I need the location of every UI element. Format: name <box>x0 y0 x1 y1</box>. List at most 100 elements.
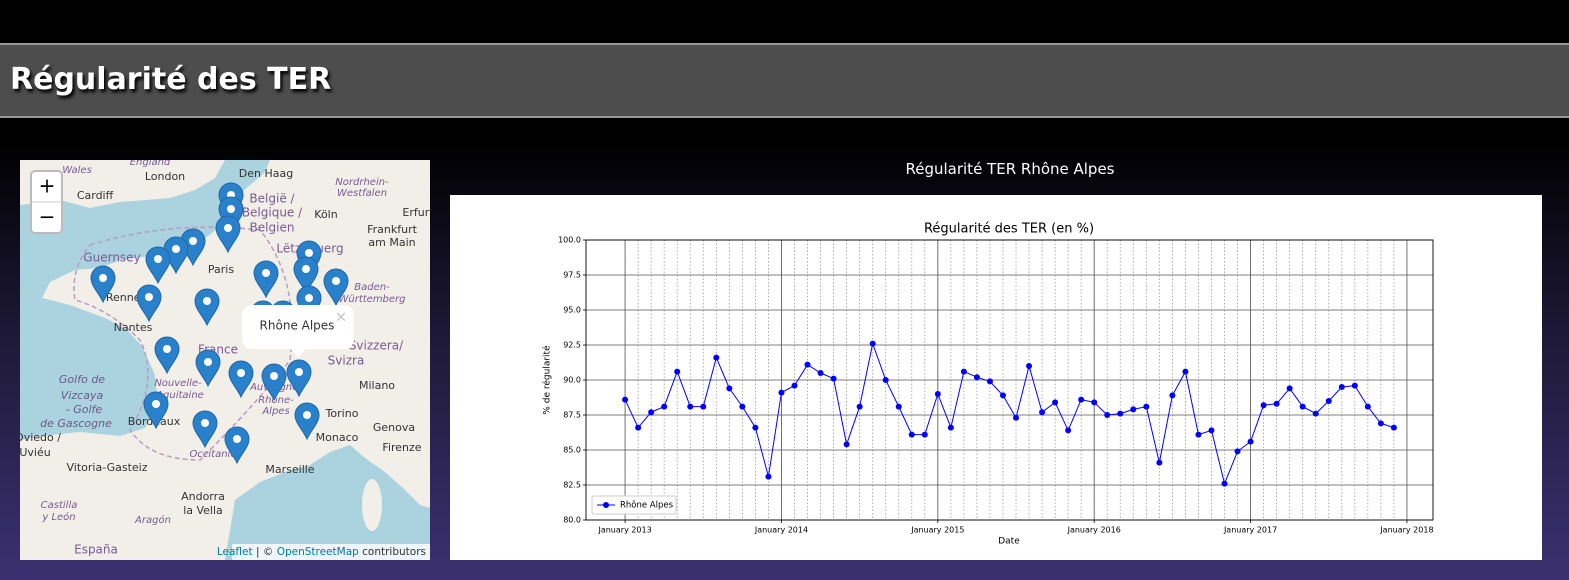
marker-dot[interactable] <box>145 293 153 301</box>
marker-dot[interactable] <box>227 205 235 213</box>
y-tick-label: 95.0 <box>563 306 581 315</box>
marker-dot[interactable] <box>237 369 245 377</box>
map-marker[interactable] <box>143 391 169 430</box>
marker-dot[interactable] <box>262 269 270 277</box>
map-marker[interactable] <box>228 360 254 399</box>
plot-frame <box>585 239 1434 521</box>
popup-text: Rhône Alpes <box>260 319 335 333</box>
map-label: Vizcaya <box>61 389 104 402</box>
marker-pin[interactable] <box>293 256 319 295</box>
data-point <box>869 340 876 347</box>
map-marker[interactable] <box>192 410 218 449</box>
map-marker[interactable] <box>90 265 116 304</box>
data-point <box>817 370 824 376</box>
marker-pin[interactable] <box>294 402 320 441</box>
leaflet-link[interactable]: Leaflet <box>217 546 253 558</box>
map-marker[interactable] <box>261 363 287 402</box>
marker-pin[interactable] <box>286 359 312 398</box>
popup: Rhône Alpes × <box>242 305 354 358</box>
marker-dot[interactable] <box>204 358 212 366</box>
map-label: y León <box>41 511 75 523</box>
x-tick-label: January 2014 <box>754 526 808 535</box>
data-point <box>947 424 954 431</box>
data-point <box>1312 410 1319 417</box>
marker-pin[interactable] <box>215 215 241 254</box>
marker-pin[interactable] <box>195 349 221 388</box>
marker-dot[interactable] <box>163 345 171 353</box>
map[interactable]: England Wales London Cardiff Den Haag Nordrhe… <box>20 160 430 560</box>
map-labels: England Wales London Cardiff Den Haag Nordrhe… <box>20 160 430 557</box>
map-marker[interactable] <box>194 288 220 327</box>
map-marker[interactable] <box>195 349 221 388</box>
marker-dot[interactable] <box>305 294 313 302</box>
map-label: Nantes <box>114 321 153 334</box>
osm-link[interactable]: OpenStreetMap <box>277 546 359 558</box>
data-point <box>882 377 889 383</box>
marker-dot[interactable] <box>303 411 311 419</box>
data-point <box>1182 368 1189 375</box>
marker-dot[interactable] <box>295 368 303 376</box>
data-point <box>1195 431 1202 438</box>
marker-dot[interactable] <box>172 245 180 253</box>
marker-pin[interactable] <box>261 363 287 402</box>
marker-dot[interactable] <box>305 249 313 257</box>
marker-pin[interactable] <box>136 284 162 323</box>
data-point <box>752 424 759 431</box>
map-label: België / <box>249 192 295 206</box>
map-marker[interactable] <box>253 260 279 299</box>
marker-pin[interactable] <box>192 410 218 449</box>
data-point <box>1260 402 1267 409</box>
map-label: Den Haag <box>239 167 293 180</box>
marker-pin[interactable] <box>224 426 250 465</box>
marker-dot[interactable] <box>203 297 211 305</box>
map-label: Paris <box>208 263 234 276</box>
marker-dot[interactable] <box>332 277 340 285</box>
marker-dot[interactable] <box>189 237 197 245</box>
attribution-box <box>232 544 430 560</box>
map-label: Oviedo / <box>20 431 61 444</box>
map-label: Torino <box>325 407 359 420</box>
popup-close[interactable]: × <box>335 308 348 326</box>
attribution-suffix: contributors <box>359 546 426 558</box>
top-bar <box>0 0 1569 43</box>
marker-pin[interactable] <box>228 360 254 399</box>
map-marker[interactable] <box>215 215 241 254</box>
marker-pin[interactable] <box>145 246 171 285</box>
map-marker[interactable] <box>293 256 319 295</box>
map-marker[interactable] <box>145 246 171 285</box>
marker-dot[interactable] <box>201 419 209 427</box>
marker-pin[interactable] <box>194 288 220 327</box>
attribution-separator: | © <box>253 546 277 558</box>
map-marker[interactable] <box>224 426 250 465</box>
marker-pin[interactable] <box>253 260 279 299</box>
marker-pin[interactable] <box>323 268 349 307</box>
zoom-out[interactable]: − <box>39 205 56 229</box>
data-point <box>1351 382 1358 389</box>
marker-dot[interactable] <box>154 255 162 263</box>
marker-dot[interactable] <box>302 265 310 273</box>
map-label: England <box>130 160 171 168</box>
marker-dot[interactable] <box>99 274 107 282</box>
y-tick-label: 87.5 <box>563 411 581 420</box>
map-marker[interactable] <box>286 359 312 398</box>
map-label: Genova <box>373 421 415 434</box>
marker-dot[interactable] <box>224 224 232 232</box>
marker-pin[interactable] <box>154 336 180 375</box>
map-marker[interactable] <box>294 402 320 441</box>
data-point <box>856 403 863 410</box>
data-point <box>986 378 993 385</box>
data-point <box>674 368 681 375</box>
map-marker[interactable] <box>136 284 162 323</box>
data-point <box>1065 427 1072 434</box>
marker-dot[interactable] <box>152 400 160 408</box>
marker-dot[interactable] <box>270 372 278 380</box>
marker-pin[interactable] <box>143 391 169 430</box>
map-label: Erfurt <box>402 206 430 219</box>
marker-dot[interactable] <box>233 435 241 443</box>
map-label: Cardiff <box>77 189 114 202</box>
marker-pin[interactable] <box>90 265 116 304</box>
map-marker[interactable] <box>154 336 180 375</box>
map-marker[interactable] <box>323 268 349 307</box>
zoom-in[interactable]: + <box>39 174 56 198</box>
map-marker[interactable] <box>218 196 244 235</box>
